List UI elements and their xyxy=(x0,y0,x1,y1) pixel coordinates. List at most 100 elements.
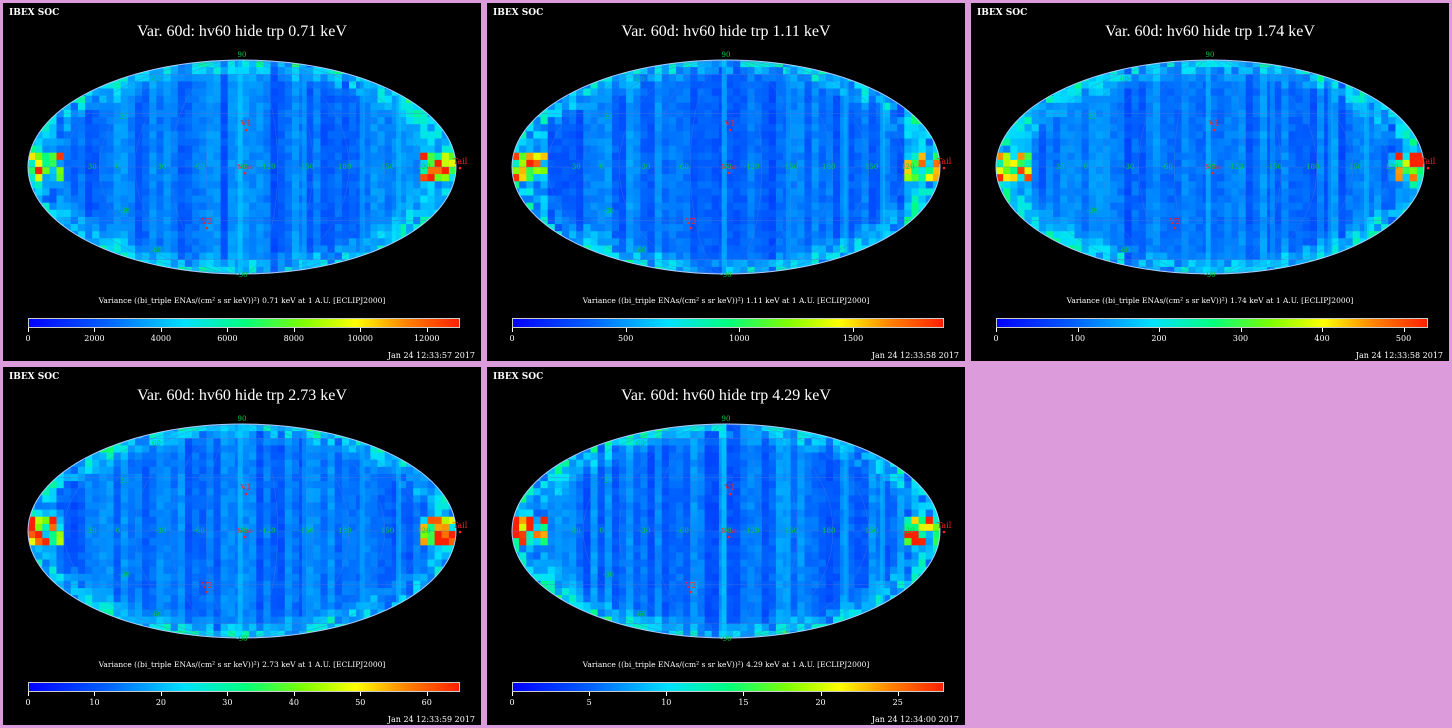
v1-label: V1 xyxy=(724,119,736,128)
map-panel-1.74kev: IBEX SOC Var. 60d: hv60 hide trp 1.74 ke… xyxy=(971,3,1449,361)
soc-label: IBEX SOC xyxy=(977,8,1028,18)
colorbar-tick-mark xyxy=(227,692,229,696)
longitude-label: 150 xyxy=(1349,163,1362,171)
panel-title: Var. 60d: hv60 hide trp 0.71 keV xyxy=(137,23,347,40)
colorbar xyxy=(28,318,460,328)
soc-label: IBEX SOC xyxy=(9,8,60,18)
latitude-label: -30 xyxy=(603,207,614,215)
timestamp: Jan 24 12:33:57 2017 xyxy=(387,351,475,360)
colorbar-tick-label: 20 xyxy=(155,698,167,707)
longitude-label: -30 xyxy=(639,163,650,171)
colorbar-label: Variance ((bi_triple ENAs/(cm² s sr keV)… xyxy=(98,660,386,669)
colorbar-tick-label: 0 xyxy=(993,334,999,343)
colorbar-tick-mark xyxy=(28,328,29,332)
longitude-label: 150 xyxy=(381,163,394,171)
longitude-label: 30 xyxy=(88,163,97,171)
latitude-label: 60 xyxy=(636,439,645,447)
longitude-label: -60 xyxy=(678,527,689,535)
longitude-label: -90 xyxy=(236,163,247,171)
longitude-label: -150 xyxy=(1266,163,1282,171)
colorbar-tick-mark xyxy=(227,328,229,332)
v2-marker xyxy=(205,590,209,594)
latitude-label: -90 xyxy=(236,635,247,643)
v1-marker xyxy=(244,128,248,132)
nose-label: Nose xyxy=(721,528,737,535)
colorbar-tick-mark xyxy=(739,328,741,332)
tail-label: Tail xyxy=(1421,157,1436,166)
colorbar-tick-label: 2000 xyxy=(84,334,105,343)
longitude-label: 120 xyxy=(417,163,430,171)
tail-label: Tail xyxy=(453,521,468,530)
nose-label: Nose xyxy=(237,528,253,535)
latitude-label: 60 xyxy=(636,75,645,83)
v1-marker xyxy=(728,128,732,132)
colorbar-tick-mark xyxy=(293,328,295,332)
tail-marker xyxy=(458,166,462,170)
colorbar-tick-label: 5 xyxy=(586,698,592,707)
colorbar-tick-label: 0 xyxy=(25,698,31,707)
latitude-label: 30 xyxy=(604,477,613,485)
timestamp: Jan 24 12:34:00 2017 xyxy=(871,715,959,724)
colorbar-tick-label: 10 xyxy=(661,698,672,707)
colorbar-tick-mark xyxy=(160,692,162,696)
tail-marker xyxy=(1426,166,1430,170)
timestamp: Jan 24 12:33:59 2017 xyxy=(387,715,475,724)
colorbar xyxy=(512,682,944,692)
colorbar-tick-mark xyxy=(160,328,162,332)
latitude-label: -30 xyxy=(603,571,614,579)
panel-title: Var. 60d: hv60 hide trp 1.11 keV xyxy=(621,23,831,40)
longitude-label: 30 xyxy=(88,527,97,535)
latitude-label: -90 xyxy=(720,271,731,279)
colorbar-label: Variance ((bi_triple ENAs/(cm² s sr keV)… xyxy=(98,296,386,305)
longitude-label: 120 xyxy=(1385,163,1398,171)
longitude-label: -60 xyxy=(194,527,205,535)
longitude-label: -60 xyxy=(194,163,205,171)
latitude-label: 60 xyxy=(152,75,161,83)
colorbar-tick-label: 0 xyxy=(509,698,515,707)
latitude-label: -90 xyxy=(720,635,731,643)
longitude-label: 120 xyxy=(901,527,914,535)
colorbar-tick-mark xyxy=(743,692,745,696)
latitude-label: 90 xyxy=(238,415,247,423)
nose-label: Nose xyxy=(721,164,737,171)
colorbar-tick-label: 25 xyxy=(892,698,903,707)
latitude-label: -60 xyxy=(635,611,646,619)
colorbar-tick-label: 40 xyxy=(288,698,299,707)
longitude-label: 0 xyxy=(1084,163,1088,171)
latitude-label: -60 xyxy=(635,247,646,255)
timestamp: Jan 24 12:33:58 2017 xyxy=(1355,351,1443,360)
longitude-label: -30 xyxy=(1123,163,1134,171)
colorbar-tick-label: 400 xyxy=(1314,334,1330,343)
colorbar-tick-label: 500 xyxy=(618,334,634,343)
colorbar-tick-mark xyxy=(94,692,96,696)
nose-marker xyxy=(727,535,731,539)
colorbar-tick-label: 15 xyxy=(738,698,749,707)
colorbar xyxy=(996,318,1428,328)
latitude-label: -60 xyxy=(151,247,162,255)
v2-label: V2 xyxy=(685,581,697,590)
colorbar-tick-label: 0 xyxy=(509,334,515,343)
map-outline xyxy=(27,59,457,275)
v2-label: V2 xyxy=(1169,217,1181,226)
longitude-label: 180 xyxy=(1306,163,1319,171)
tail-label: Tail xyxy=(937,157,952,166)
longitude-label: 150 xyxy=(865,527,878,535)
latitude-label: -30 xyxy=(119,207,130,215)
v1-label: V1 xyxy=(240,483,252,492)
map-panel-2.73kev: IBEX SOC Var. 60d: hv60 hide trp 2.73 ke… xyxy=(3,367,481,725)
longitude-label: 150 xyxy=(381,527,394,535)
colorbar-tick-mark xyxy=(360,328,362,332)
sky-map: 30 0 -30 -60 -90 -120 -150 180 150 120 90 60 30 -30 -6… xyxy=(27,415,468,643)
colorbar-tick-mark xyxy=(1322,328,1324,332)
latitude-label: -30 xyxy=(119,571,130,579)
longitude-label: -120 xyxy=(744,527,760,535)
longitude-label: 30 xyxy=(572,527,581,535)
colorbar-tick-mark xyxy=(28,692,29,696)
latitude-label: 30 xyxy=(120,477,129,485)
colorbar-tick-mark xyxy=(512,328,513,332)
tail-label: Tail xyxy=(453,157,468,166)
longitude-label: -90 xyxy=(236,527,247,535)
map-panel-0.71kev: IBEX SOC Var. 60d: hv60 hide trp 0.71 ke… xyxy=(3,3,481,361)
colorbar-tick-label: 60 xyxy=(421,698,432,707)
colorbar-tick-label: 8000 xyxy=(283,334,305,343)
